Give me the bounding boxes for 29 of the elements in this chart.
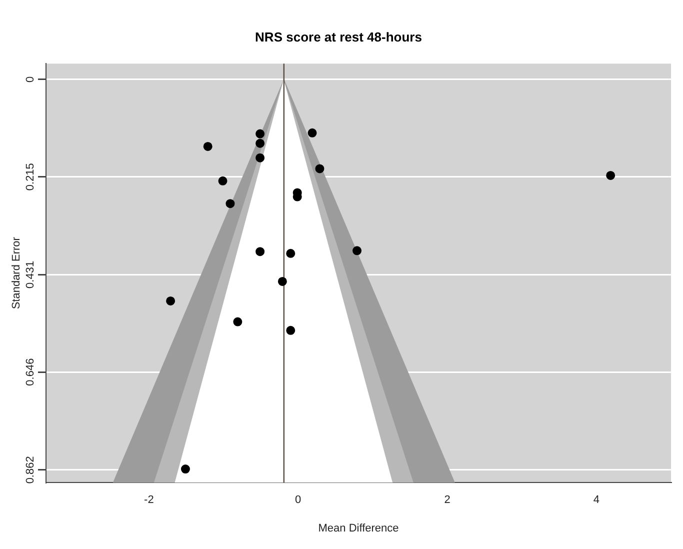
y-tick-label: 0.862 bbox=[24, 456, 37, 484]
y-axis-title: Standard Error bbox=[10, 236, 23, 310]
x-axis-title: Mean Difference bbox=[318, 522, 399, 534]
point bbox=[218, 176, 228, 186]
y-tick-label: 0.215 bbox=[24, 163, 37, 191]
point bbox=[203, 142, 212, 151]
x-tick-label: 4 bbox=[593, 494, 600, 506]
point bbox=[286, 248, 296, 258]
point bbox=[286, 326, 296, 335]
point bbox=[180, 464, 190, 474]
y-tick-label: 0 bbox=[24, 76, 37, 83]
y-tick-label: 0.646 bbox=[24, 358, 37, 386]
point bbox=[315, 164, 324, 174]
y-tick-label: 0.431 bbox=[24, 260, 37, 288]
point bbox=[233, 317, 242, 326]
point bbox=[256, 138, 265, 148]
x-tick-label: 0 bbox=[295, 494, 302, 506]
point bbox=[256, 129, 265, 138]
x-tick-label: -2 bbox=[144, 494, 154, 506]
point bbox=[308, 128, 317, 138]
point bbox=[226, 199, 235, 208]
chart-title: NRS score at rest 48-hours bbox=[255, 29, 422, 44]
point bbox=[256, 153, 265, 162]
point bbox=[606, 170, 616, 180]
point bbox=[256, 247, 265, 256]
point bbox=[352, 246, 362, 256]
point bbox=[278, 276, 287, 286]
point bbox=[166, 296, 176, 306]
x-tick-label: 2 bbox=[444, 494, 450, 506]
